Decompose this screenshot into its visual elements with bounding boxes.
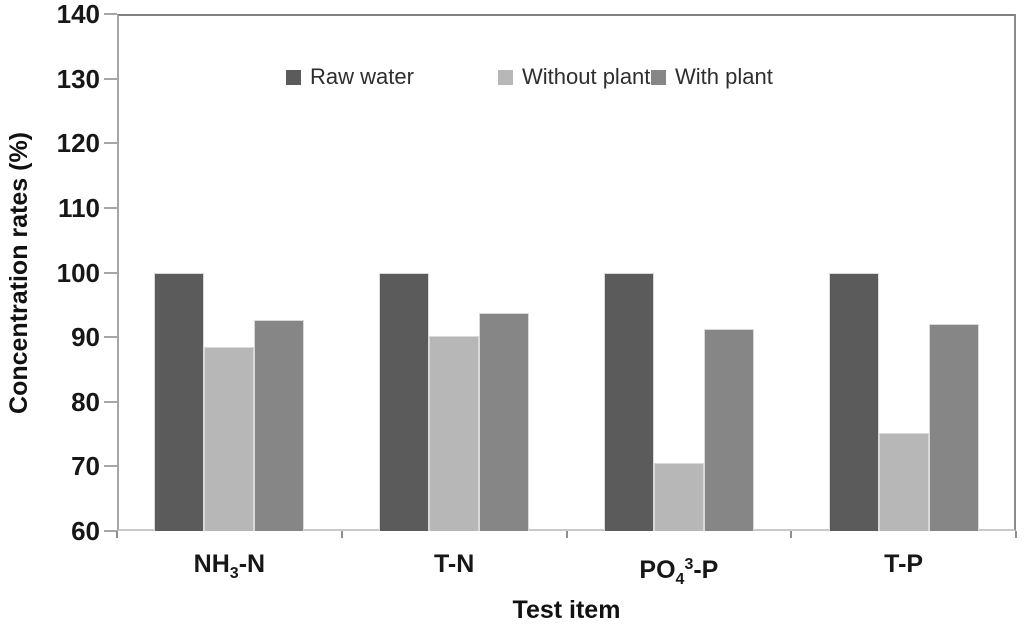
plot-area — [117, 14, 1016, 531]
category-label-sup: 3 — [684, 556, 694, 573]
x-axis-title: Test item — [512, 596, 621, 624]
y-axis-tick-mark — [104, 465, 117, 468]
bar-without-plant — [879, 432, 929, 531]
legend-label: With plant — [675, 64, 773, 89]
category-label-text: T-N — [433, 550, 475, 578]
y-axis-tick-label: 140 — [56, 0, 100, 29]
x-axis-tick-mark — [116, 531, 118, 538]
bar-with-plant — [704, 329, 754, 531]
x-axis-tick-mark — [565, 531, 568, 538]
y-axis-tick-mark — [104, 13, 117, 15]
category-label: NH3-N — [119, 551, 339, 587]
y-axis-tick-label: 80 — [71, 386, 100, 417]
category-label: T-N — [344, 551, 564, 578]
y-axis-tick-label: 70 — [71, 451, 100, 482]
y-axis-tick-mark — [104, 530, 117, 532]
bar-without-plant — [429, 335, 479, 531]
bar-without-plant — [654, 463, 704, 531]
y-axis-tick-label: 110 — [58, 192, 100, 223]
bar-with-plant — [479, 312, 529, 531]
legend-label: Raw water — [310, 64, 414, 89]
y-axis-tick-label: 130 — [56, 63, 100, 94]
legend-swatch — [286, 69, 301, 85]
category-label-text: -P — [693, 556, 719, 584]
category-label: T-P — [794, 551, 1014, 578]
x-axis-tick-mark — [340, 531, 343, 538]
category-label-text: T-P — [884, 550, 924, 578]
y-axis-tick-label: 90 — [71, 322, 100, 353]
bar-raw-water — [604, 272, 654, 531]
category-label-sub: 3 — [229, 565, 239, 582]
x-axis-tick-mark — [1015, 531, 1017, 538]
bar-raw-water — [154, 272, 204, 531]
legend-label: Without plant — [522, 64, 651, 89]
legend-item: With plant — [651, 63, 773, 91]
legend-item: Raw water — [286, 63, 414, 91]
y-axis-tick-mark — [104, 336, 117, 339]
bar-raw-water — [379, 272, 429, 531]
y-axis-tick-mark — [104, 206, 117, 209]
legend-item: Without plant — [498, 63, 650, 91]
bar-raw-water — [829, 272, 879, 531]
category-label-text: NH — [193, 550, 230, 578]
x-axis-tick-mark — [790, 531, 793, 538]
y-axis-tick-mark — [104, 400, 117, 403]
bar-with-plant — [254, 320, 304, 531]
y-axis-tick-label: 120 — [56, 128, 100, 159]
bar-with-plant — [929, 324, 979, 531]
category-label-text: -N — [238, 550, 266, 578]
category-label-sub: 4 — [675, 571, 685, 588]
y-axis-tick-mark — [104, 142, 117, 145]
y-axis-tick-mark — [104, 271, 117, 274]
y-axis-tick-label: 60 — [71, 516, 100, 546]
bar-without-plant — [204, 346, 254, 531]
category-label: PO43-P — [569, 551, 789, 593]
y-axis-tick-mark — [104, 77, 117, 80]
legend-swatch — [651, 69, 666, 85]
category-label-text: PO — [639, 556, 676, 584]
legend-swatch — [498, 69, 513, 85]
y-axis-tick-label: 100 — [56, 257, 100, 288]
